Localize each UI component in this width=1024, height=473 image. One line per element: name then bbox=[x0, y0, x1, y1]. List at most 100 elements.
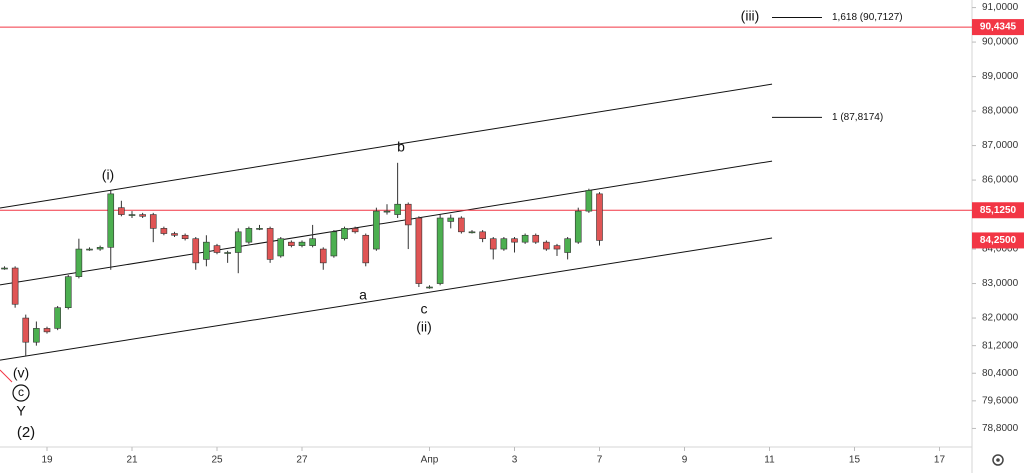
candle-body bbox=[86, 248, 93, 251]
last-price-label: 84,2500 bbox=[980, 235, 1017, 246]
candle-body bbox=[298, 241, 306, 246]
x-tick-label: 19 bbox=[41, 455, 53, 466]
candle-body bbox=[118, 207, 125, 215]
candle-body bbox=[319, 248, 327, 264]
wave-connector bbox=[0, 369, 13, 383]
candle-body bbox=[234, 231, 242, 253]
candle-body bbox=[543, 241, 550, 250]
x-tick-label: 25 bbox=[211, 455, 223, 466]
wave-label: Y bbox=[16, 403, 26, 419]
candle-body bbox=[574, 210, 582, 243]
candle-body bbox=[596, 193, 603, 241]
wave-label: (iii) bbox=[741, 8, 760, 24]
candle-body bbox=[362, 234, 370, 264]
candle-body bbox=[479, 231, 486, 240]
candle-body bbox=[54, 307, 61, 329]
candle-body bbox=[64, 276, 72, 309]
wave-label: c bbox=[421, 301, 428, 317]
candle-body bbox=[277, 238, 285, 257]
x-tick-label: 21 bbox=[126, 455, 138, 466]
candle-body bbox=[75, 248, 83, 277]
settings-icon[interactable] bbox=[992, 454, 1004, 466]
candle-body bbox=[107, 193, 115, 248]
x-tick-label: 3 bbox=[512, 455, 518, 466]
candle-body bbox=[43, 328, 51, 333]
price-line-box bbox=[972, 19, 1024, 36]
x-tick-label: 17 bbox=[934, 455, 946, 466]
last-price-box bbox=[972, 232, 1024, 249]
fib-label: 1 (87,8174) bbox=[832, 112, 883, 123]
wave-label: c bbox=[18, 385, 24, 399]
x-tick-label: 27 bbox=[296, 455, 308, 466]
candle-body bbox=[532, 234, 540, 243]
candle-body bbox=[309, 238, 316, 246]
y-tick-label: 90,0000 bbox=[982, 37, 1019, 48]
y-tick-label: 91,0000 bbox=[982, 2, 1019, 13]
candle-body bbox=[564, 238, 571, 253]
wave-circle bbox=[12, 384, 30, 402]
y-tick-label: 87,0000 bbox=[982, 140, 1019, 151]
candle-body bbox=[330, 231, 338, 257]
candle-body bbox=[383, 210, 391, 213]
candle-body bbox=[521, 234, 529, 243]
candle-body bbox=[489, 238, 497, 250]
candle-body bbox=[373, 210, 380, 250]
y-tick-label: 78,8000 bbox=[982, 423, 1019, 434]
candle-body bbox=[224, 252, 231, 254]
y-tick-label: 81,2000 bbox=[982, 340, 1019, 351]
gear-outer[interactable] bbox=[992, 454, 1004, 466]
candle-body bbox=[181, 234, 189, 240]
x-tick-label: Апр bbox=[421, 455, 439, 466]
candle-body bbox=[22, 317, 30, 343]
y-tick-label: 84,0000 bbox=[982, 244, 1019, 255]
candle-body bbox=[171, 233, 178, 236]
y-tick-label: 89,0000 bbox=[982, 71, 1019, 82]
candle-body bbox=[192, 238, 200, 264]
y-tick-label: 83,0000 bbox=[982, 278, 1019, 289]
candle-body bbox=[511, 238, 518, 243]
candle-body bbox=[394, 203, 401, 215]
fib-label: 1,618 (90,7127) bbox=[832, 12, 903, 23]
channel-line bbox=[0, 237, 773, 361]
candle-body bbox=[436, 217, 444, 284]
candle-body bbox=[149, 214, 157, 229]
candle-body bbox=[458, 217, 465, 233]
plot bbox=[0, 16, 972, 361]
y-tick-label: 88,0000 bbox=[982, 106, 1019, 117]
candle-body bbox=[11, 267, 19, 305]
price-line-label: 85,1250 bbox=[980, 205, 1017, 216]
wave-label: a bbox=[359, 287, 367, 303]
candle-body bbox=[256, 228, 263, 230]
x-tick-label: 11 bbox=[764, 455, 775, 466]
y-tick-label: 82,0000 bbox=[982, 313, 1019, 324]
candle-body bbox=[1, 267, 8, 270]
price-line-box bbox=[972, 202, 1024, 219]
candle-body bbox=[213, 245, 221, 253]
gear-inner[interactable] bbox=[996, 458, 1000, 462]
candle-body bbox=[288, 241, 295, 246]
candle-body bbox=[468, 231, 476, 234]
candle-body bbox=[266, 228, 274, 260]
candle-body bbox=[341, 228, 348, 240]
x-tick-label: 7 bbox=[597, 455, 603, 466]
price-line-label: 90,4345 bbox=[980, 22, 1017, 33]
channel-line bbox=[0, 83, 773, 209]
wave-label: b bbox=[397, 139, 405, 155]
candle-body bbox=[415, 217, 423, 284]
channel-line bbox=[0, 160, 773, 286]
candle-body bbox=[245, 228, 253, 243]
wave-label: (i) bbox=[102, 167, 114, 183]
x-tick-label: 9 bbox=[682, 455, 688, 466]
candle-body bbox=[33, 328, 40, 343]
wave-label: (2) bbox=[17, 424, 35, 441]
candle-body bbox=[404, 203, 412, 226]
wave-label: (v) bbox=[13, 365, 29, 381]
candle-body bbox=[553, 245, 561, 250]
y-tick-label: 80,4000 bbox=[982, 368, 1019, 379]
candle-body bbox=[203, 241, 210, 260]
x-tick-label: 15 bbox=[849, 455, 861, 466]
candle-body bbox=[139, 214, 146, 217]
candle-body bbox=[351, 228, 359, 233]
